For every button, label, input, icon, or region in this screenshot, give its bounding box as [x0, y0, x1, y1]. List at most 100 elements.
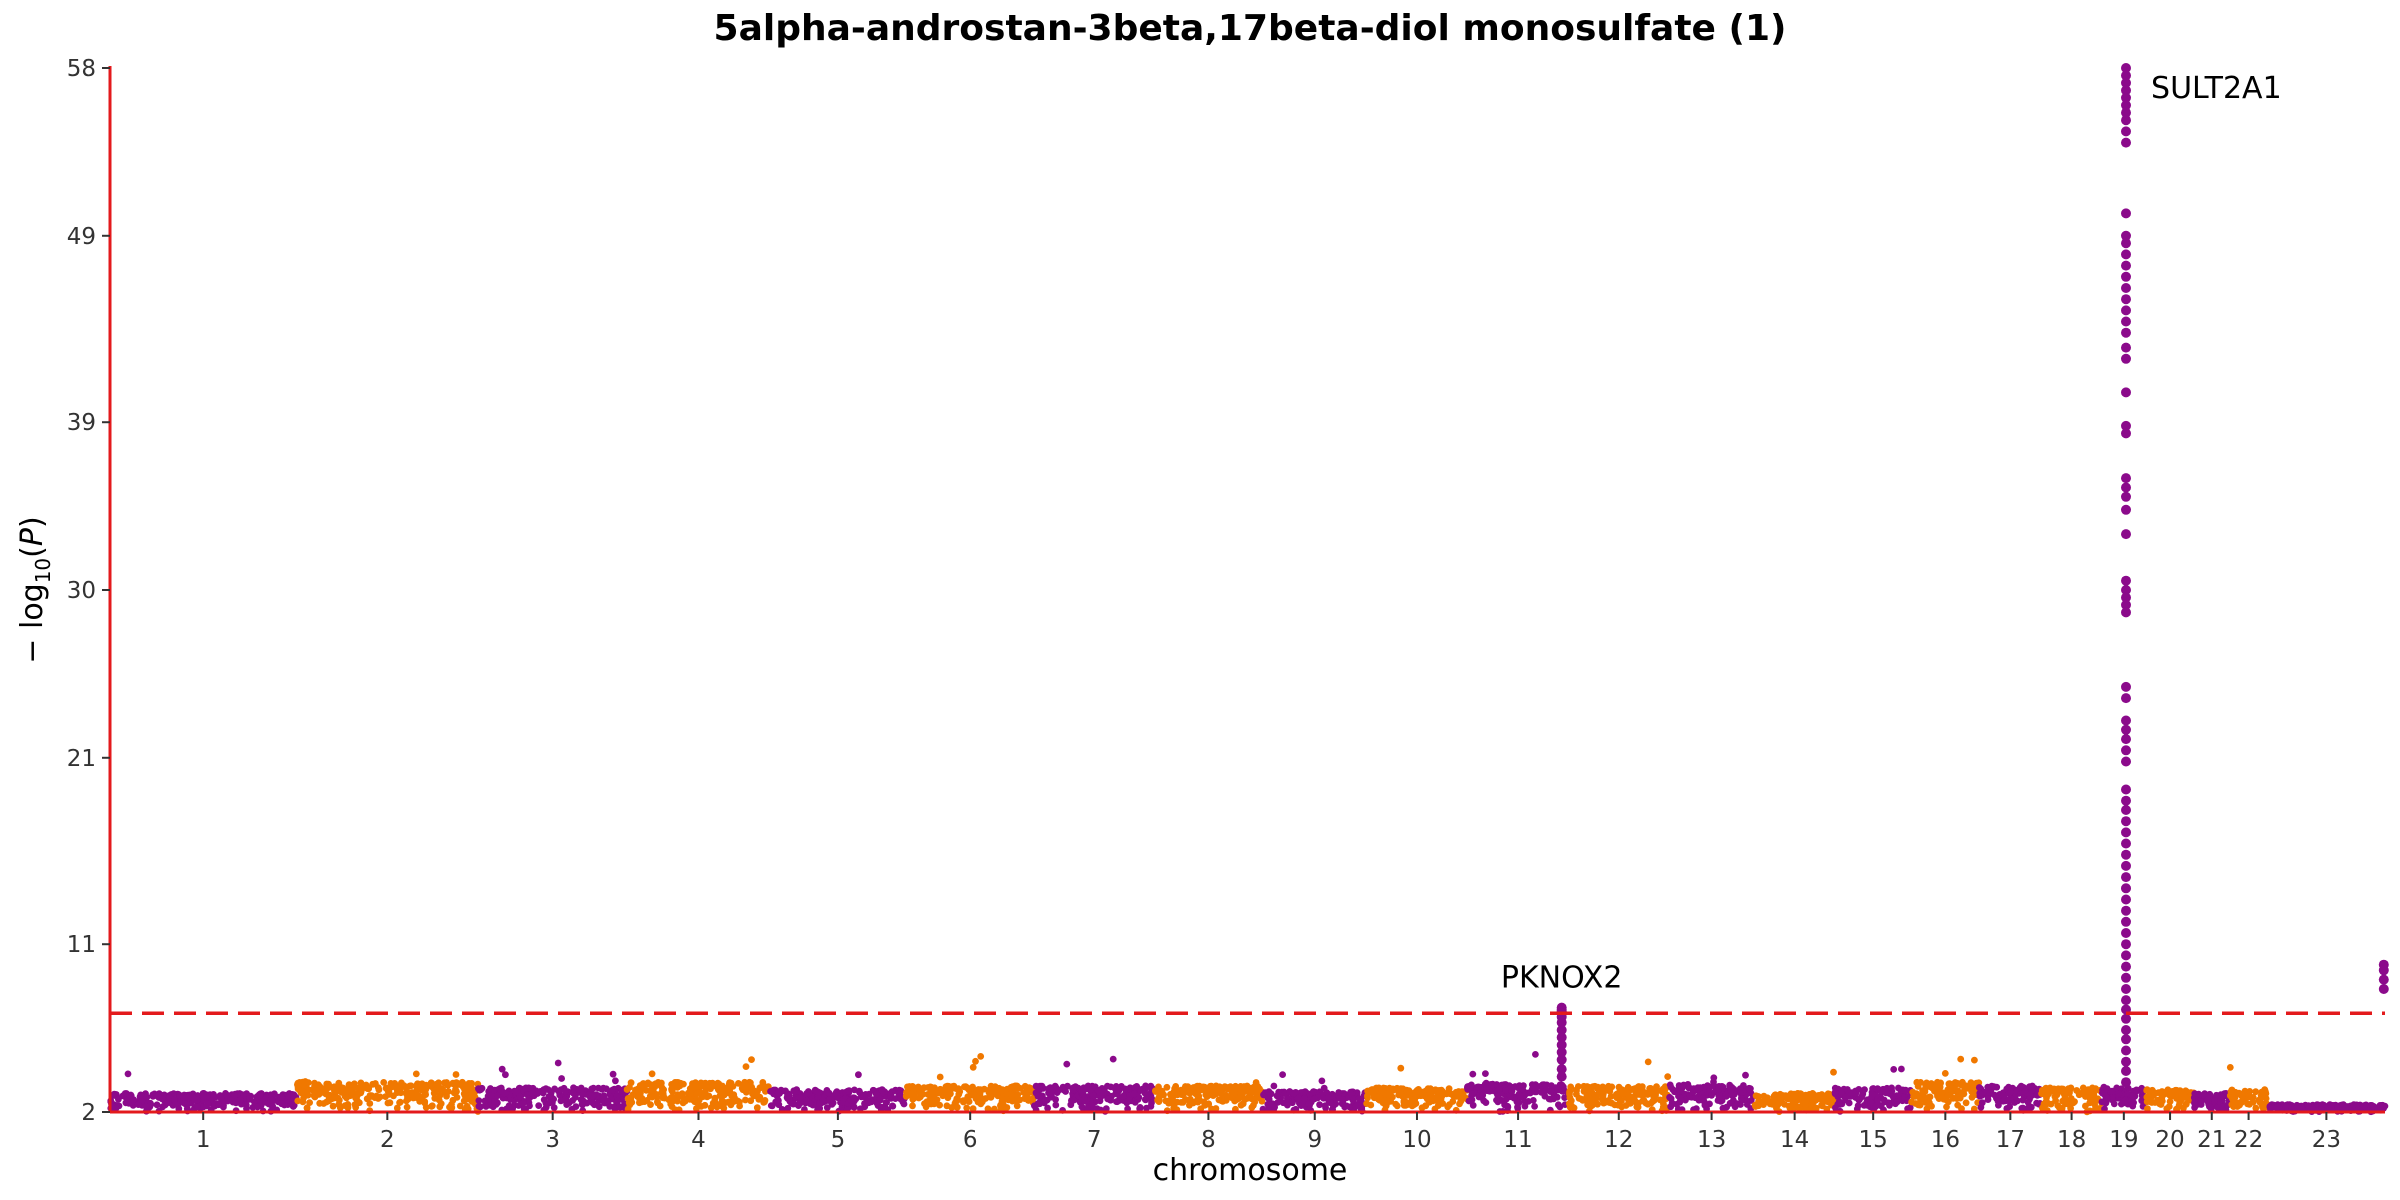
snp-point	[1434, 1102, 1442, 1109]
snp-point	[1155, 1098, 1163, 1105]
snp-point	[1363, 1100, 1371, 1107]
peak-point	[1556, 1032, 1567, 1043]
peak-point	[2121, 249, 2131, 260]
snp-point	[2121, 1096, 2129, 1104]
snp-point	[498, 1065, 506, 1073]
snp-point	[315, 1090, 323, 1098]
snp-point	[1941, 1070, 1949, 1077]
snp-point	[1223, 1085, 1231, 1093]
snp-point	[189, 1094, 197, 1102]
snp-point	[2334, 1103, 2342, 1111]
peak-point	[2121, 491, 2131, 502]
snp-point	[1164, 1097, 1172, 1105]
peak-point	[2121, 928, 2131, 938]
snp-point	[832, 1089, 840, 1096]
snp-point	[1738, 1095, 1745, 1103]
snp-point	[549, 1099, 556, 1106]
snp-point	[1760, 1101, 1767, 1108]
snp-point	[1517, 1093, 1524, 1101]
peak-point	[2121, 784, 2131, 795]
peak-point	[2121, 1056, 2131, 1067]
snp-point	[1495, 1086, 1503, 1093]
x-tick-label: 6	[963, 1127, 978, 1153]
snp-point	[1871, 1103, 1879, 1111]
snp-point	[1556, 1103, 1564, 1111]
snp-point	[1347, 1089, 1354, 1097]
snp-point	[2206, 1103, 2214, 1111]
snp-point	[686, 1096, 694, 1103]
snp-point	[501, 1090, 509, 1097]
snp-point	[899, 1098, 907, 1106]
snp-point	[1607, 1093, 1615, 1100]
peak-point	[2121, 1045, 2131, 1056]
snp-point	[1830, 1068, 1837, 1076]
y-axis-label-subscript: 10	[31, 558, 55, 583]
snp-point	[2144, 1105, 2151, 1113]
snp-point	[339, 1084, 347, 1092]
peak-point	[2121, 126, 2131, 137]
snp-point	[1717, 1098, 1725, 1105]
snp-point	[1678, 1083, 1686, 1091]
snp-point	[2173, 1086, 2180, 1094]
peak-label: SULT2A1	[2151, 71, 2282, 106]
snp-point	[1842, 1093, 1850, 1101]
snp-point	[2342, 1104, 2349, 1112]
snp-point	[674, 1097, 681, 1105]
peak-point	[2121, 137, 2131, 148]
peak-point	[2121, 115, 2131, 126]
snp-point	[936, 1101, 943, 1109]
snp-point	[1297, 1102, 1305, 1109]
snp-point	[759, 1080, 767, 1088]
snp-point	[1586, 1102, 1594, 1110]
snp-point	[1273, 1092, 1281, 1100]
snp-point	[1415, 1086, 1422, 1093]
snp-point	[428, 1102, 436, 1110]
snp-point	[2255, 1096, 2263, 1104]
x-tick-label: 13	[1697, 1127, 1726, 1153]
snp-point	[963, 1104, 971, 1112]
snp-point	[110, 1090, 118, 1098]
snp-point	[736, 1102, 743, 1110]
snp-point	[476, 1103, 484, 1111]
snp-point	[294, 1097, 302, 1105]
snp-point	[1919, 1089, 1927, 1097]
snp-point	[1882, 1089, 1890, 1097]
snp-point	[1468, 1081, 1475, 1089]
snp-point	[1034, 1092, 1042, 1100]
snp-point	[791, 1088, 799, 1095]
snp-point	[2000, 1092, 2008, 1099]
snp-point	[1310, 1088, 1318, 1096]
y-tick-label: 30	[67, 578, 96, 604]
snp-point	[2228, 1086, 2236, 1094]
snp-point	[256, 1092, 264, 1099]
snp-point	[1855, 1086, 1863, 1093]
x-axis: 1 2 3 4 5 6 7 8 9 10 11 12 13 14 15 16 17 18 19 20 21 22 23	[110, 1110, 2385, 1153]
snp-point	[1353, 1089, 1361, 1097]
snp-point	[2143, 1098, 2151, 1106]
snp-point	[393, 1104, 401, 1112]
snp-point	[509, 1105, 516, 1112]
snp-point	[1737, 1089, 1745, 1097]
snp-point	[540, 1086, 548, 1094]
snp-point	[1532, 1051, 1539, 1058]
snp-point	[1731, 1102, 1739, 1110]
snp-point	[1626, 1100, 1634, 1107]
snp-point	[220, 1103, 227, 1111]
snp-point	[1007, 1083, 1015, 1091]
snp-point	[1635, 1091, 1643, 1098]
y-axis-label-prefix: − log	[15, 583, 50, 663]
peak-point	[2121, 872, 2131, 883]
snp-point	[487, 1085, 494, 1092]
snp-point	[1069, 1086, 1077, 1094]
snp-point	[1167, 1091, 1174, 1098]
snp-point	[2266, 1104, 2274, 1111]
snp-point	[1250, 1101, 1257, 1109]
snp-point	[1372, 1084, 1380, 1092]
snp-point	[977, 1100, 985, 1108]
snp-point	[1953, 1095, 1961, 1102]
snp-point	[1141, 1096, 1149, 1103]
snp-point	[1318, 1077, 1326, 1085]
snp-point	[1081, 1095, 1088, 1103]
snp-point	[121, 1090, 129, 1097]
snp-point	[416, 1098, 424, 1105]
